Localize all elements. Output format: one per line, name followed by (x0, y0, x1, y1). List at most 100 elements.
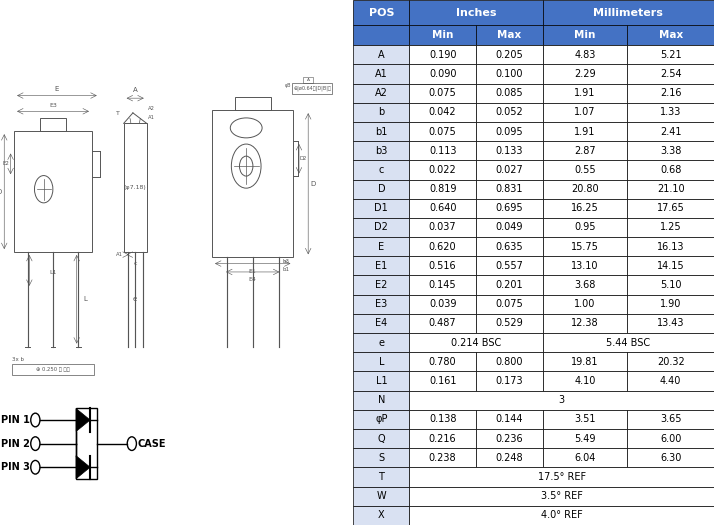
Bar (409, 83, 476, 103)
Text: 1.33: 1.33 (660, 107, 681, 117)
Bar (409, 487, 714, 506)
Bar (353, 198, 409, 218)
Bar (353, 237, 409, 256)
Text: D2: D2 (374, 223, 388, 233)
Text: E2: E2 (2, 161, 9, 166)
Text: Inches: Inches (456, 7, 496, 18)
Text: Millimeters: Millimeters (593, 7, 663, 18)
Text: D: D (378, 184, 385, 194)
Bar (409, 314, 476, 333)
Bar (628, 314, 714, 333)
Text: 6.00: 6.00 (660, 434, 681, 444)
Bar (353, 314, 409, 333)
Text: 2.87: 2.87 (574, 146, 596, 156)
Text: 0.085: 0.085 (496, 88, 523, 98)
Text: 0.214 BSC: 0.214 BSC (451, 338, 501, 348)
Bar (476, 103, 543, 122)
Bar (14, 131, 92, 252)
Text: 0.090: 0.090 (429, 69, 456, 79)
Text: A2: A2 (149, 106, 156, 111)
Text: 13.43: 13.43 (657, 319, 685, 329)
Text: c: c (134, 261, 137, 267)
Text: E3: E3 (49, 103, 57, 108)
Text: 2.54: 2.54 (660, 69, 682, 79)
Bar (353, 467, 409, 487)
Bar (628, 160, 714, 180)
Bar (543, 198, 628, 218)
Text: 5.10: 5.10 (660, 280, 681, 290)
Text: E2: E2 (375, 280, 388, 290)
Bar (409, 0, 543, 25)
Bar (409, 467, 714, 487)
Text: A2: A2 (375, 88, 388, 98)
Text: 0.138: 0.138 (429, 414, 456, 424)
Bar (353, 391, 409, 410)
Bar (353, 410, 409, 429)
Text: Max: Max (497, 30, 521, 40)
Text: (φ7.18): (φ7.18) (124, 185, 146, 190)
Bar (543, 180, 628, 198)
Bar (543, 218, 628, 237)
Bar (353, 141, 409, 160)
Text: PIN 2: PIN 2 (1, 438, 30, 449)
Bar (40, 118, 66, 131)
Bar (543, 256, 628, 276)
Text: 0.516: 0.516 (429, 261, 456, 271)
Bar (628, 295, 714, 314)
Text: 0.039: 0.039 (429, 299, 456, 309)
Text: 0.695: 0.695 (496, 203, 523, 213)
Bar (409, 65, 476, 83)
Text: 1.91: 1.91 (574, 88, 595, 98)
Bar (543, 141, 628, 160)
Bar (353, 160, 409, 180)
Text: 1.07: 1.07 (574, 107, 596, 117)
Text: E: E (378, 242, 384, 251)
Text: e: e (133, 296, 137, 302)
Bar (628, 122, 714, 141)
Bar (476, 256, 543, 276)
Text: 0.022: 0.022 (429, 165, 456, 175)
Text: 4.0° REF: 4.0° REF (540, 510, 583, 520)
Bar (476, 45, 543, 65)
Bar (409, 352, 476, 372)
Text: L: L (84, 296, 88, 302)
Bar (628, 276, 714, 295)
Text: 0.144: 0.144 (496, 414, 523, 424)
Text: PIN 1: PIN 1 (1, 415, 30, 425)
Text: b3: b3 (283, 259, 290, 265)
Text: b: b (378, 107, 385, 117)
Text: 3.65: 3.65 (660, 414, 681, 424)
Bar (543, 103, 628, 122)
Text: T: T (378, 472, 384, 482)
Bar (543, 448, 628, 467)
Text: POS: POS (368, 7, 394, 18)
Polygon shape (76, 456, 90, 479)
Bar (409, 180, 476, 198)
Bar (543, 160, 628, 180)
Text: 5.44 BSC: 5.44 BSC (606, 338, 650, 348)
Bar (235, 97, 271, 110)
Text: 0.145: 0.145 (429, 280, 456, 290)
Text: 0.027: 0.027 (496, 165, 523, 175)
Text: L1: L1 (49, 270, 56, 276)
Bar (212, 110, 293, 257)
Text: E4: E4 (376, 319, 388, 329)
Bar (353, 506, 409, 525)
Bar (628, 410, 714, 429)
Bar (353, 448, 409, 467)
Text: 0.049: 0.049 (496, 223, 523, 233)
Text: A1: A1 (375, 69, 388, 79)
Bar (12, 364, 94, 375)
Bar (409, 141, 476, 160)
Bar (543, 65, 628, 83)
Bar (353, 276, 409, 295)
Text: 5.49: 5.49 (574, 434, 596, 444)
Text: A: A (307, 78, 310, 82)
Bar (353, 65, 409, 83)
Bar (409, 103, 476, 122)
Bar (543, 333, 714, 352)
Text: 0.55: 0.55 (574, 165, 596, 175)
Bar (628, 218, 714, 237)
Text: L: L (378, 357, 384, 367)
Bar (409, 256, 476, 276)
